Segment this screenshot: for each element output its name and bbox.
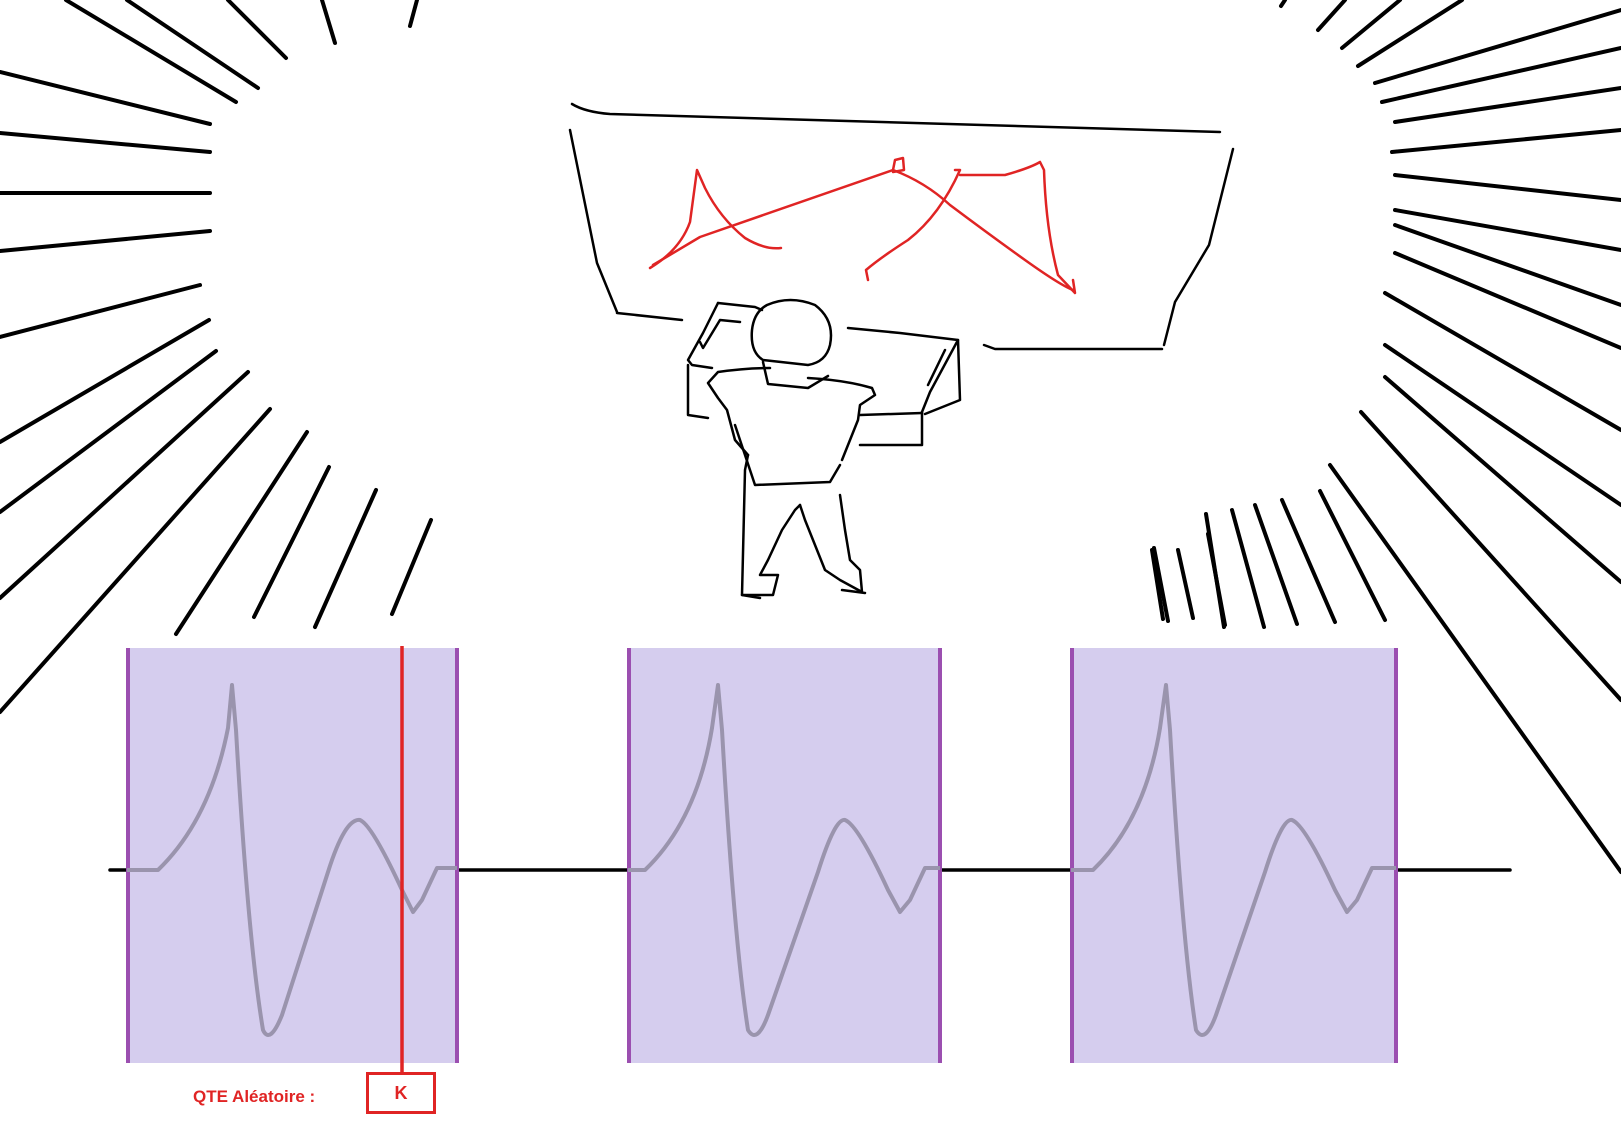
qte-label: QTE Aléatoire : [193, 1087, 316, 1106]
speed-lines-left [0, 0, 433, 714]
qte-key-button[interactable]: K [366, 1072, 436, 1114]
qte-zone-2 [627, 648, 942, 1063]
player-character [706, 298, 877, 600]
speed-lines-right [1150, 0, 1621, 874]
console-desk [686, 301, 962, 447]
qte-zone-3 [1070, 648, 1398, 1063]
screen-scribble [648, 156, 1077, 295]
qte-zone-1 [126, 648, 459, 1063]
projection-screen [568, 102, 1235, 351]
